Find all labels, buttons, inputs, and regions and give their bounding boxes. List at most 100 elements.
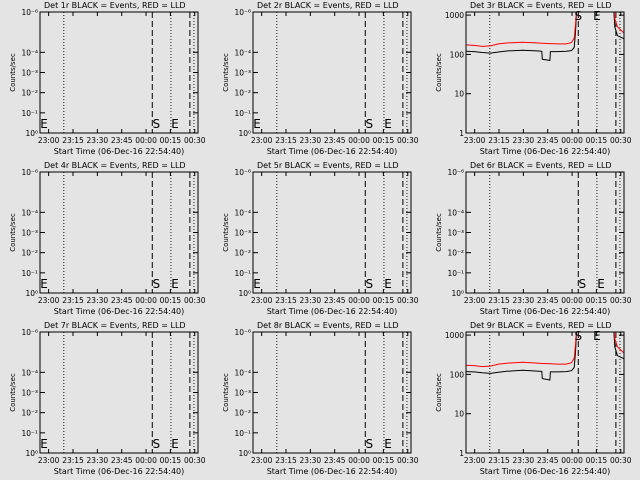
plot-frame [465,331,625,454]
x-tick-label: 00:15 [160,456,182,465]
x-tick-label: 00:00 [135,136,157,145]
annotation: S [366,437,374,451]
x-tick-label: 23:15 [488,136,510,145]
x-tick-label: 23:00 [38,296,60,305]
panel: Det 9r BLACK = Events, RED = LLD Start Ti… [435,321,632,476]
series-line [466,332,624,368]
y-tick-label: 10⁻¹ [234,109,251,118]
x-tick-label: 23:45 [324,456,346,465]
y-tick-label: 10⁻⁴ [234,208,251,217]
panel-title: Det 7r BLACK = Events, RED = LLD [44,321,186,330]
annotation: E [253,117,261,131]
x-tick-label: 23:00 [464,456,486,465]
y-tick-label: 10⁻⁶ [21,328,38,337]
y-tick-label: 10 [454,90,464,99]
x-axis-label: Start Time (06-Dec-16 22:54:40) [267,307,398,316]
annotation: S [366,117,374,131]
x-axis-label: Start Time (06-Dec-16 22:54:40) [267,467,398,476]
panel-title: Det 9r BLACK = Events, RED = LLD [470,321,612,330]
y-tick-label: 10⁻² [234,409,251,418]
x-axis-label: Start Time (06-Dec-16 22:54:40) [480,467,611,476]
x-tick-label: 00:30 [397,296,419,305]
y-tick-label: 10⁰ [238,129,251,138]
annotation: E [40,117,48,131]
y-tick-label: 10⁰ [25,129,38,138]
annotation: E [171,117,179,131]
x-tick-label: 00:30 [184,296,206,305]
x-tick-label: 23:30 [513,136,535,145]
x-tick-label: 23:45 [111,296,133,305]
y-tick-label: 10⁰ [238,449,251,458]
annotation: S [153,277,161,291]
x-tick-label: 00:30 [610,296,632,305]
x-tick-label: 23:30 [300,456,322,465]
x-tick-label: 23:30 [300,296,322,305]
y-tick-label: 10⁻¹ [21,429,38,438]
panel: Det 2r BLACK = Events, RED = LLD Start Ti… [222,1,419,156]
y-tick-label: 10⁻¹ [234,429,251,438]
y-tick-label: 10⁻² [21,89,38,98]
x-axis-label: Start Time (06-Dec-16 22:54:40) [54,467,185,476]
y-tick-label: 10⁻³ [21,69,38,78]
y-tick-label: 10⁻³ [447,229,464,238]
x-tick-label: 23:00 [38,456,60,465]
annotation: E [384,437,392,451]
y-axis-label: Counts/sec [9,53,17,92]
y-tick-label: 10⁻⁴ [447,208,464,217]
x-tick-label: 23:15 [488,296,510,305]
x-tick-label: 00:00 [135,296,157,305]
y-axis-label: Counts/sec [9,373,17,412]
y-tick-label: 10 [454,410,464,419]
x-tick-label: 00:15 [373,296,395,305]
x-tick-label: 23:30 [300,136,322,145]
x-tick-label: 23:00 [251,296,273,305]
x-axis-label: Start Time (06-Dec-16 22:54:40) [480,307,611,316]
y-tick-label: 10⁻⁴ [21,208,38,217]
x-tick-label: 00:30 [397,456,419,465]
x-tick-label: 23:45 [537,296,559,305]
x-tick-label: 00:15 [160,136,182,145]
x-tick-label: 23:15 [62,296,84,305]
x-tick-label: 00:00 [348,136,370,145]
annotation: E [597,277,605,291]
y-tick-label: 10⁻⁴ [234,48,251,57]
y-axis-label: Counts/sec [9,213,17,252]
y-tick-label: 10⁻¹ [234,269,251,278]
y-tick-label: 10⁰ [25,449,38,458]
annotation: E [384,117,392,131]
y-tick-label: 100 [450,370,465,379]
y-tick-label: 1000 [445,11,464,20]
annotation: E [384,277,392,291]
plot-frame [252,171,412,294]
plot-frame [252,331,412,454]
annotation: E [171,437,179,451]
annotation: E [171,277,179,291]
x-tick-label: 00:30 [610,136,632,145]
panel: Det 6r BLACK = Events, RED = LLD Start Ti… [435,161,632,316]
x-axis-label: Start Time (06-Dec-16 22:54:40) [54,307,185,316]
x-axis-label: Start Time (06-Dec-16 22:54:40) [267,147,398,156]
x-tick-label: 00:00 [348,456,370,465]
panel-title: Det 5r BLACK = Events, RED = LLD [257,161,399,170]
x-tick-label: 00:00 [561,456,583,465]
y-tick-label: 10⁻² [234,89,251,98]
panel-title: Det 8r BLACK = Events, RED = LLD [257,321,399,330]
plot-frame [465,171,625,294]
x-tick-label: 23:15 [62,456,84,465]
y-axis-label: Counts/sec [435,53,443,92]
annotation: S [574,9,582,23]
panel: Det 7r BLACK = Events, RED = LLD Start Ti… [9,321,206,476]
y-tick-label: 10⁻¹ [447,269,464,278]
x-tick-label: 23:00 [464,136,486,145]
annotation: E [593,9,601,23]
y-axis-label: Counts/sec [222,373,230,412]
y-tick-label: 10⁻¹ [21,109,38,118]
panel-title: Det 1r BLACK = Events, RED = LLD [44,1,186,10]
y-tick-label: 10⁻³ [234,389,251,398]
y-tick-label: 10⁻² [21,249,38,258]
x-tick-label: 00:15 [160,296,182,305]
x-tick-label: 23:15 [275,296,297,305]
annotation: E [253,277,261,291]
x-tick-label: 00:15 [586,136,608,145]
